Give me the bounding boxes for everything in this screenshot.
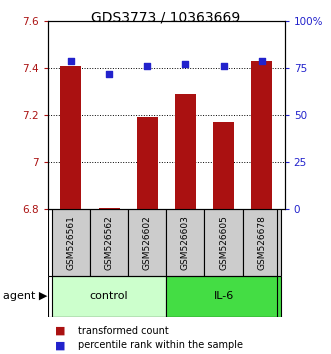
Bar (243, 209, 281, 276)
Bar (166, 209, 205, 276)
Text: ■: ■ (55, 340, 65, 350)
Text: GSM526561: GSM526561 (67, 215, 75, 270)
Point (145, 63, 150, 69)
Text: control: control (90, 291, 128, 302)
Bar (99, 208, 119, 209)
Text: GSM526562: GSM526562 (105, 215, 114, 270)
Bar (52, 209, 90, 276)
Text: agent ▶: agent ▶ (3, 291, 48, 302)
Point (259, 58, 264, 63)
Point (221, 63, 226, 69)
Bar (205, 209, 243, 276)
Text: GSM526602: GSM526602 (143, 215, 152, 270)
Text: percentile rank within the sample: percentile rank within the sample (78, 340, 243, 350)
Bar (52, 276, 166, 317)
Text: ■: ■ (55, 326, 65, 336)
Bar (213, 122, 234, 209)
Point (107, 71, 112, 76)
Text: transformed count: transformed count (78, 326, 168, 336)
Point (183, 62, 188, 67)
Bar (166, 276, 281, 317)
Bar (251, 61, 272, 209)
Text: GSM526603: GSM526603 (181, 215, 190, 270)
Text: GSM526605: GSM526605 (219, 215, 228, 270)
Bar (60, 66, 81, 209)
Text: GDS3773 / 10363669: GDS3773 / 10363669 (91, 11, 240, 25)
Bar (175, 94, 196, 209)
Bar (137, 118, 158, 209)
Bar (90, 209, 128, 276)
Point (68, 58, 73, 63)
Text: GSM526678: GSM526678 (257, 215, 266, 270)
Bar (128, 209, 166, 276)
Text: IL-6: IL-6 (213, 291, 234, 302)
